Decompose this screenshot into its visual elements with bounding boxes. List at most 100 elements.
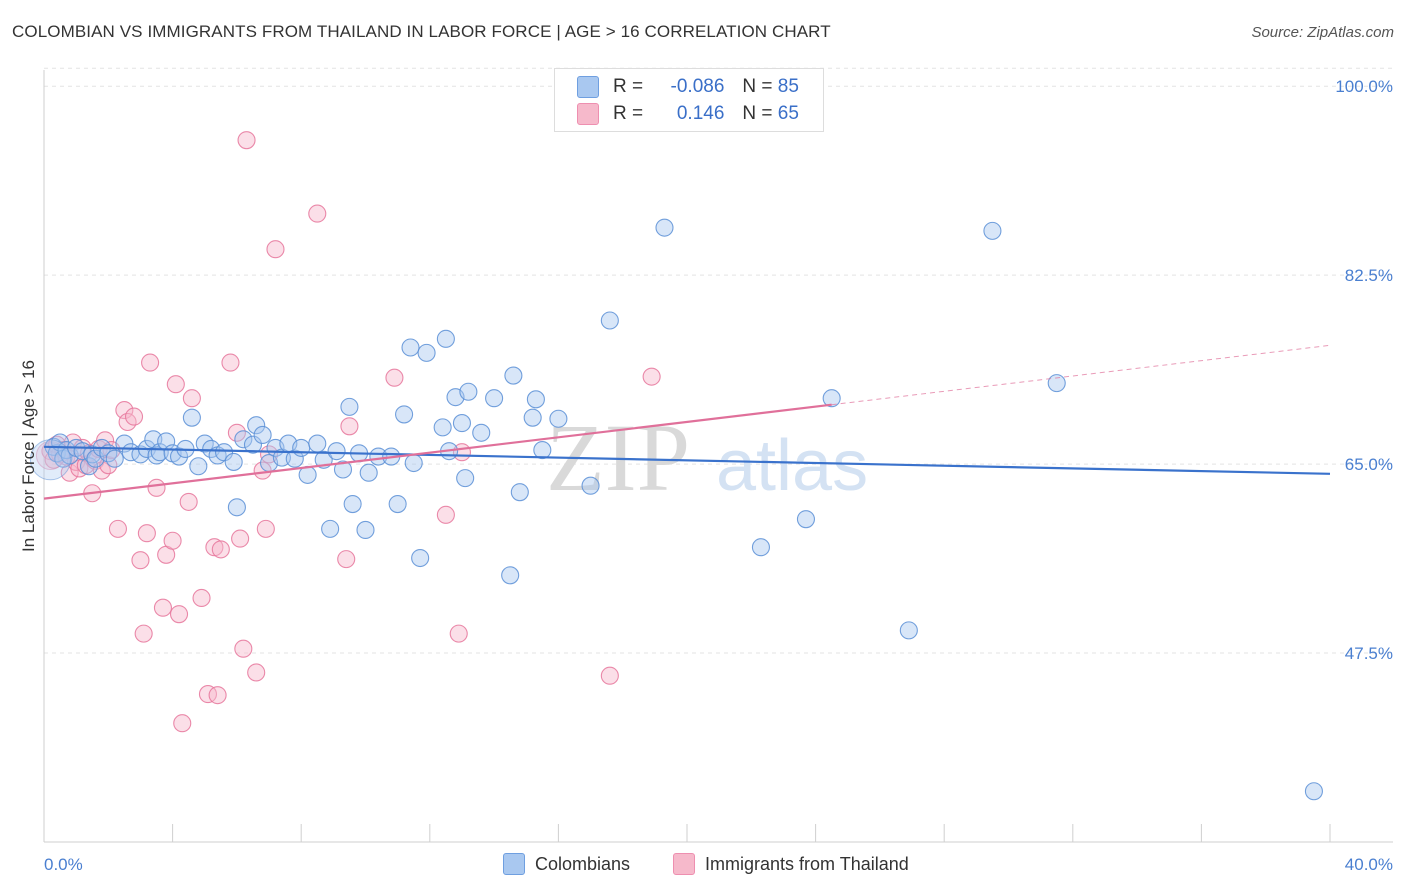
point-thailand bbox=[147, 478, 166, 497]
point-thailand bbox=[227, 423, 246, 442]
chart-title: COLOMBIAN VS IMMIGRANTS FROM THAILAND IN… bbox=[12, 22, 831, 41]
point-thailand bbox=[385, 368, 404, 387]
point-colombians bbox=[359, 463, 378, 482]
point-thailand bbox=[340, 417, 359, 436]
point-thailand bbox=[182, 389, 201, 408]
point-colombians bbox=[169, 447, 189, 466]
point-colombians bbox=[340, 397, 359, 416]
legend-n-value: 85 bbox=[777, 76, 799, 97]
point-colombians bbox=[321, 519, 340, 538]
watermark: ZIP atlas bbox=[546, 404, 868, 511]
bottom-legend-label-colombians: Colombians bbox=[535, 853, 631, 874]
point-thailand bbox=[166, 375, 185, 394]
point-colombians bbox=[401, 338, 420, 357]
point-thailand bbox=[141, 353, 160, 372]
point-thailand bbox=[179, 492, 198, 511]
point-colombians bbox=[395, 405, 414, 424]
legend-n-label: N = bbox=[742, 76, 773, 97]
point-colombians bbox=[147, 446, 166, 465]
point-thailand bbox=[337, 550, 356, 569]
point-colombians bbox=[751, 538, 770, 557]
point-thailand bbox=[237, 131, 256, 150]
point-colombians bbox=[79, 457, 99, 476]
point-colombians bbox=[224, 452, 243, 471]
point-colombians bbox=[655, 218, 674, 237]
point-thailand bbox=[600, 666, 619, 685]
point-colombians bbox=[433, 418, 452, 437]
point-colombians bbox=[182, 408, 201, 427]
point-colombians bbox=[983, 221, 1002, 240]
chart-source: Source: ZipAtlas.com bbox=[1251, 24, 1394, 41]
point-colombians bbox=[485, 389, 504, 408]
x-tick-label-min: 0.0% bbox=[44, 855, 83, 874]
point-thailand bbox=[642, 367, 661, 386]
gridlines bbox=[44, 67, 1393, 654]
point-thailand bbox=[449, 624, 468, 643]
stats-legend: R = -0.086 N = 85 R = 0.146 N = 65 bbox=[554, 68, 824, 132]
point-colombians bbox=[504, 366, 523, 385]
point-colombians bbox=[356, 520, 375, 540]
point-thailand bbox=[208, 686, 227, 705]
y-tick-label: 100.0% bbox=[1335, 77, 1393, 96]
point-thailand bbox=[134, 624, 153, 643]
point-colombians bbox=[29, 439, 71, 481]
point-colombians bbox=[369, 447, 388, 466]
point-colombians bbox=[247, 416, 266, 435]
point-colombians bbox=[253, 425, 272, 444]
point-colombians bbox=[292, 438, 311, 457]
series-thailand bbox=[35, 74, 770, 733]
point-colombians bbox=[388, 494, 407, 514]
legend-n-value: 65 bbox=[777, 103, 799, 124]
point-colombians bbox=[600, 311, 619, 330]
point-colombians bbox=[327, 442, 346, 461]
point-thailand bbox=[108, 519, 127, 538]
bottom-legend-colombians: Colombians bbox=[503, 851, 630, 877]
point-colombians bbox=[472, 423, 491, 442]
point-colombians bbox=[436, 329, 455, 348]
point-thailand bbox=[234, 639, 253, 658]
legend-r-label: R = bbox=[613, 76, 644, 97]
bottom-legend-thailand: Immigrants from Thailand bbox=[673, 851, 909, 877]
point-colombians bbox=[1047, 374, 1066, 393]
point-colombians bbox=[150, 443, 169, 462]
legend-r-label: R = bbox=[613, 103, 644, 124]
point-colombians bbox=[404, 453, 423, 473]
point-colombians bbox=[417, 343, 436, 362]
point-thailand bbox=[35, 440, 65, 470]
legend-swatch-colombians bbox=[577, 76, 599, 98]
point-thailand bbox=[131, 551, 150, 570]
bottom-legend-swatch-thailand bbox=[673, 853, 695, 875]
point-thailand bbox=[124, 407, 144, 426]
point-thailand bbox=[137, 524, 156, 543]
y-tick-labels: 47.5% 65.0% 82.5% 100.0% bbox=[1335, 77, 1393, 663]
point-colombians bbox=[1304, 782, 1323, 801]
watermark-atlas: atlas bbox=[716, 426, 868, 506]
point-thailand bbox=[231, 529, 250, 548]
point-thailand bbox=[153, 598, 173, 617]
point-thailand bbox=[211, 540, 230, 559]
point-colombians bbox=[526, 390, 545, 409]
point-colombians bbox=[523, 408, 542, 427]
point-colombians bbox=[285, 449, 304, 468]
y-tick-label: 65.0% bbox=[1345, 455, 1393, 474]
legend-row-thailand: R = 0.146 N = 65 bbox=[577, 102, 799, 126]
point-colombians bbox=[549, 409, 568, 428]
point-colombians bbox=[899, 621, 918, 640]
y-tick-label: 82.5% bbox=[1345, 266, 1393, 285]
point-colombians bbox=[452, 414, 472, 433]
y-tick-label: 47.5% bbox=[1345, 644, 1393, 663]
y-axis-title: In Labor Force | Age > 16 bbox=[19, 360, 38, 552]
point-thailand bbox=[221, 353, 240, 372]
point-thailand bbox=[266, 240, 285, 259]
legend-r-value: -0.086 bbox=[670, 76, 725, 97]
point-colombians bbox=[822, 389, 841, 408]
point-thailand bbox=[308, 204, 327, 223]
x-tick-label-max: 40.0% bbox=[1345, 855, 1393, 874]
legend-swatch-thailand bbox=[577, 103, 599, 125]
trend-lines bbox=[43, 344, 1331, 500]
point-thailand bbox=[169, 605, 189, 624]
point-colombians bbox=[459, 382, 478, 401]
point-thailand bbox=[115, 401, 134, 420]
point-thailand bbox=[247, 663, 266, 682]
point-colombians bbox=[243, 435, 263, 454]
